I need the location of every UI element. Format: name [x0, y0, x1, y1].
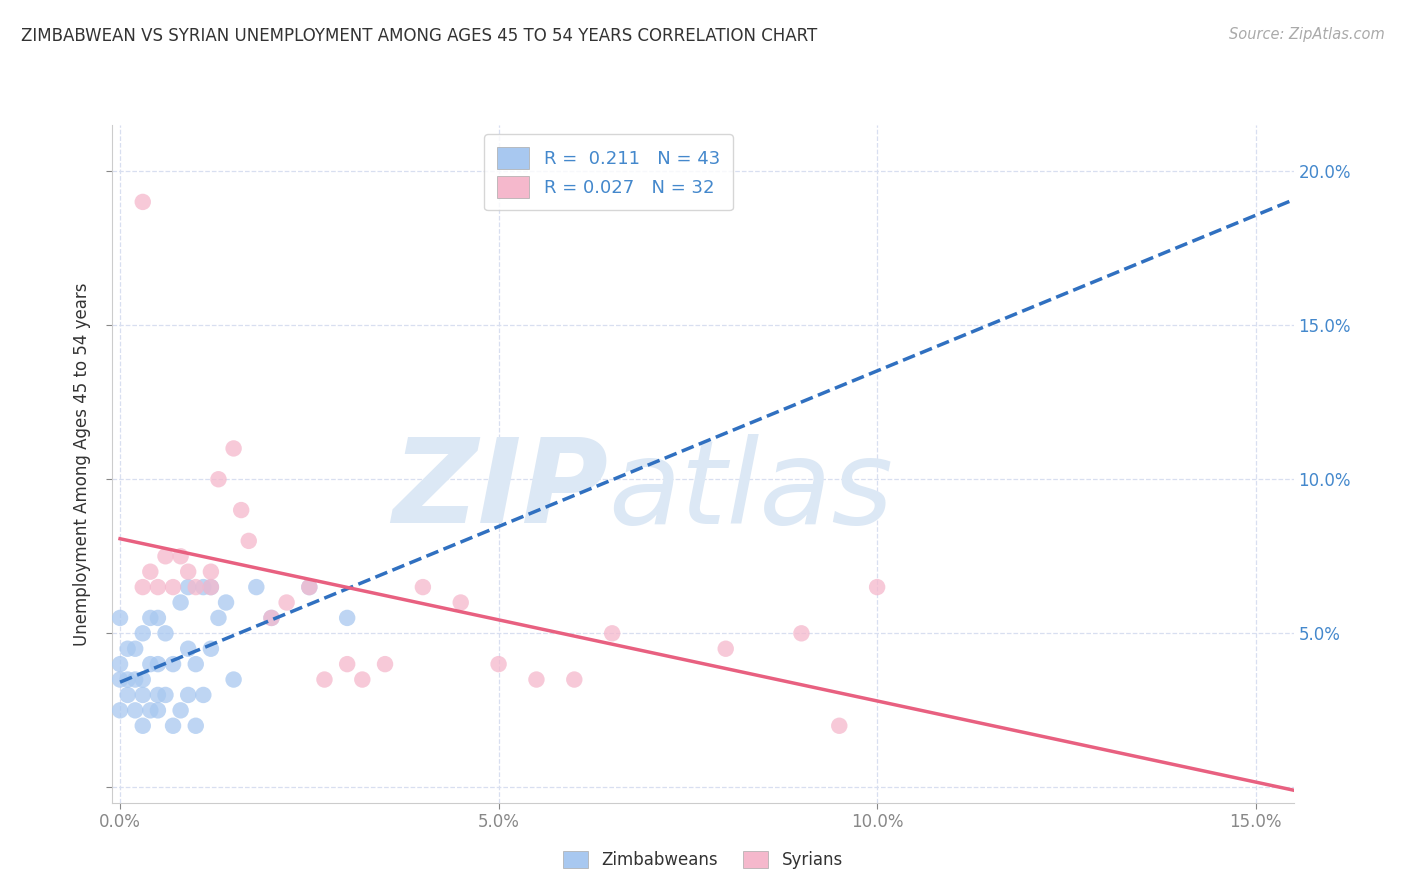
Point	[200, 641, 222, 656]
Point	[139, 611, 162, 625]
Point	[276, 595, 298, 609]
Point	[146, 580, 169, 594]
Point	[124, 641, 146, 656]
Point	[177, 688, 200, 702]
Point	[450, 595, 472, 609]
Point	[222, 673, 245, 687]
Point	[245, 580, 267, 594]
Point	[155, 549, 177, 564]
Point	[184, 580, 207, 594]
Point	[184, 719, 207, 733]
Point	[193, 580, 215, 594]
Point	[177, 565, 200, 579]
Point	[374, 657, 396, 672]
Point	[117, 641, 139, 656]
Point	[184, 657, 207, 672]
Point	[139, 565, 162, 579]
Point	[412, 580, 434, 594]
Point	[352, 673, 374, 687]
Point	[231, 503, 253, 517]
Point	[207, 611, 229, 625]
Point	[215, 595, 238, 609]
Point	[132, 194, 155, 209]
Point	[200, 580, 222, 594]
Point	[298, 580, 321, 594]
Point	[139, 657, 162, 672]
Text: ZIMBABWEAN VS SYRIAN UNEMPLOYMENT AMONG AGES 45 TO 54 YEARS CORRELATION CHART: ZIMBABWEAN VS SYRIAN UNEMPLOYMENT AMONG …	[21, 27, 817, 45]
Point	[207, 472, 229, 486]
Point	[132, 580, 155, 594]
Point	[714, 641, 737, 656]
Point	[200, 580, 222, 594]
Point	[562, 673, 585, 687]
Point	[132, 626, 155, 640]
Point	[108, 673, 131, 687]
Point	[260, 611, 283, 625]
Point	[200, 565, 222, 579]
Point	[600, 626, 623, 640]
Point	[146, 611, 169, 625]
Point	[169, 549, 191, 564]
Point	[260, 611, 283, 625]
Point	[108, 703, 131, 717]
Point	[139, 703, 162, 717]
Point	[336, 657, 359, 672]
Point	[155, 688, 177, 702]
Legend: Zimbabweans, Syrians: Zimbabweans, Syrians	[557, 845, 849, 876]
Point	[790, 626, 813, 640]
Point	[108, 657, 131, 672]
Point	[177, 641, 200, 656]
Point	[155, 626, 177, 640]
Point	[866, 580, 889, 594]
Point	[162, 580, 184, 594]
Text: ZIP: ZIP	[392, 434, 609, 549]
Point	[298, 580, 321, 594]
Point	[193, 688, 215, 702]
Point	[526, 673, 548, 687]
Point	[146, 688, 169, 702]
Point	[124, 673, 146, 687]
Point	[169, 595, 191, 609]
Point	[177, 580, 200, 594]
Point	[117, 673, 139, 687]
Point	[314, 673, 336, 687]
Y-axis label: Unemployment Among Ages 45 to 54 years: Unemployment Among Ages 45 to 54 years	[73, 282, 91, 646]
Point	[132, 688, 155, 702]
Point	[117, 688, 139, 702]
Point	[146, 703, 169, 717]
Point	[132, 719, 155, 733]
Point	[132, 673, 155, 687]
Point	[146, 657, 169, 672]
Point	[108, 611, 131, 625]
Point	[222, 442, 245, 456]
Point	[488, 657, 510, 672]
Point	[169, 703, 191, 717]
Point	[336, 611, 359, 625]
Text: Source: ZipAtlas.com: Source: ZipAtlas.com	[1229, 27, 1385, 42]
Point	[238, 533, 260, 548]
Text: atlas: atlas	[609, 434, 894, 548]
Point	[124, 703, 146, 717]
Point	[162, 719, 184, 733]
Point	[828, 719, 851, 733]
Point	[162, 657, 184, 672]
